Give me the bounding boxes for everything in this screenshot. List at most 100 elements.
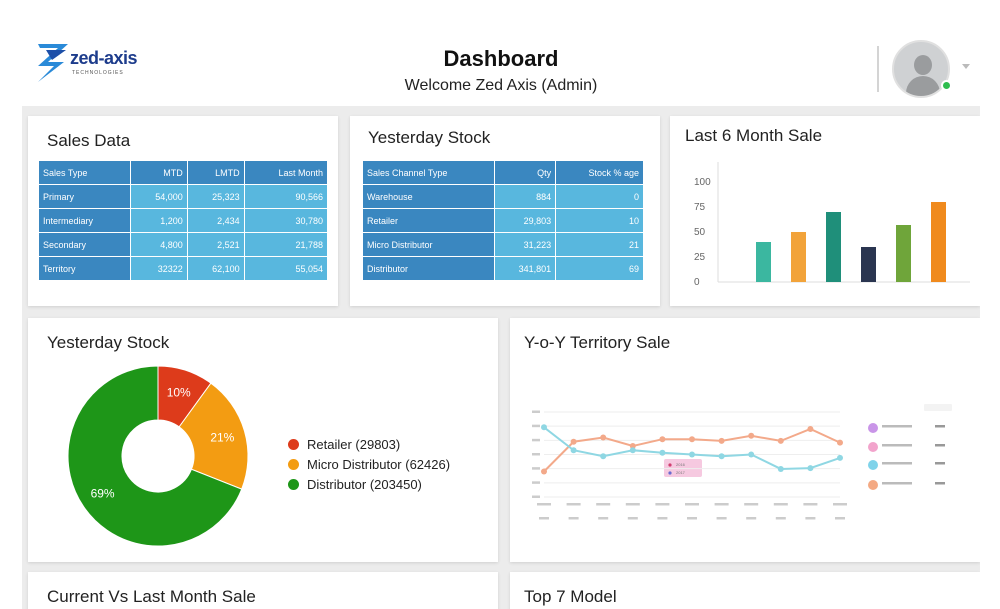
legend-label: Micro Distributor (62426): [307, 457, 451, 472]
data-point[interactable]: [629, 443, 636, 449]
x-tick-mark: [835, 517, 845, 520]
table-cell: 1,200: [129, 208, 188, 233]
data-point[interactable]: [807, 465, 814, 472]
donut-slice[interactable]: [178, 382, 249, 490]
column-header[interactable]: LMTD: [186, 160, 245, 185]
table-row: Primary 54,000 25,323 90,566: [38, 184, 329, 209]
y-tick-mark: [532, 410, 540, 413]
legend-dot-icon: [668, 463, 672, 467]
bar[interactable]: [896, 225, 911, 282]
legend-label-2017: 2017: [676, 470, 686, 475]
list-avatar-icon: [868, 480, 878, 490]
data-point[interactable]: [807, 426, 814, 432]
y-tick-mark: [532, 495, 540, 498]
last-6-month-sale-title: Last 6 Month Sale: [685, 126, 823, 145]
legend-item-retailer[interactable]: Retailer (29803): [288, 437, 400, 452]
data-point[interactable]: [777, 437, 784, 444]
data-point[interactable]: [718, 437, 725, 444]
data-point[interactable]: [659, 436, 666, 443]
data-point[interactable]: [689, 451, 695, 458]
data-point[interactable]: [600, 434, 607, 441]
data-point[interactable]: [748, 432, 755, 439]
column-header[interactable]: MTD: [129, 160, 188, 185]
legend-item-distributor[interactable]: Distributor (203450): [288, 477, 422, 492]
legend-item-micro-distributor[interactable]: Micro Distributor (62426): [288, 457, 450, 472]
list-item[interactable]: [882, 482, 912, 485]
legend-dot-icon: [288, 479, 299, 490]
data-point[interactable]: [600, 453, 607, 460]
y-tick-mark: [532, 481, 540, 484]
column-header[interactable]: Stock % age: [555, 160, 644, 185]
x-tick-mark: [598, 517, 609, 520]
table-cell: 29,803: [493, 208, 557, 233]
x-tick-mark: [596, 503, 611, 506]
column-header[interactable]: Sales Type: [38, 160, 131, 185]
top-right-filter-button[interactable]: [924, 404, 952, 411]
data-point[interactable]: [570, 447, 577, 454]
column-header[interactable]: Sales Channel Type: [362, 160, 495, 185]
list-item[interactable]: [882, 462, 912, 465]
x-tick-mark: [625, 503, 640, 506]
x-tick-mark: [744, 503, 759, 506]
data-point[interactable]: [541, 468, 547, 475]
list-item[interactable]: [882, 425, 912, 428]
bar[interactable]: [931, 202, 946, 282]
x-tick-mark: [716, 517, 727, 520]
zed-axis-logo-icon: [38, 44, 68, 82]
current-vs-last-month-title: Current Vs Last Month Sale: [47, 587, 256, 606]
x-tick-mark: [775, 517, 786, 520]
bar[interactable]: [756, 242, 771, 282]
table-cell: 2,521: [186, 232, 245, 257]
data-point[interactable]: [629, 447, 636, 454]
table-cell: Retailer: [362, 208, 495, 233]
legend-label: Distributor (203450): [307, 477, 422, 492]
x-tick-mark: [568, 517, 579, 520]
x-tick-mark: [746, 517, 757, 520]
y-tick-mark: [532, 438, 540, 442]
data-point[interactable]: [570, 438, 577, 445]
list-avatar-icon: [868, 442, 878, 452]
last-6-month-sale-chart: 100 75 50 25 0: [694, 162, 970, 288]
table-cell: Territory: [38, 256, 131, 281]
company-logo[interactable]: zed-axis TECHNOLOGIES: [34, 40, 144, 90]
list-value: [935, 482, 945, 485]
yesterday-stock-table-card: Yesterday Stock Sales Channel Type Qty S…: [350, 116, 660, 306]
data-point[interactable]: [777, 465, 784, 472]
y-tick-label: 25: [694, 252, 706, 263]
table-row: Warehouse 884 0: [362, 184, 644, 209]
legend-label: Retailer (29803): [307, 437, 401, 452]
column-header[interactable]: Last Month: [243, 160, 329, 185]
data-point[interactable]: [541, 424, 547, 431]
chevron-down-icon[interactable]: [962, 64, 970, 69]
data-point[interactable]: [837, 439, 843, 446]
legend-dot-icon: [288, 439, 299, 450]
yesterday-stock-table-title: Yesterday Stock: [368, 128, 491, 147]
data-point[interactable]: [689, 436, 695, 443]
table-row: Distributor 341,801 69: [362, 256, 644, 281]
slice-percent-label: 69%: [91, 487, 115, 501]
bar[interactable]: [791, 232, 806, 282]
bar[interactable]: [861, 247, 876, 282]
list-item[interactable]: [882, 444, 912, 447]
table-cell: 21,788: [243, 232, 329, 257]
legend-box: [664, 459, 702, 477]
user-avatar[interactable]: [892, 40, 950, 98]
data-point[interactable]: [718, 453, 725, 460]
slice-percent-label: 10%: [167, 385, 191, 399]
yesterday-stock-table: Sales Channel Type Qty Stock % age Wareh…: [362, 160, 644, 281]
current-vs-last-month-card: Current Vs Last Month Sale: [28, 572, 498, 609]
table-cell: Primary: [38, 184, 131, 209]
x-tick-mark: [539, 517, 549, 520]
bar[interactable]: [826, 212, 841, 282]
data-point[interactable]: [748, 451, 755, 458]
table-cell: 62,100: [186, 256, 245, 281]
y-tick-label: 0: [694, 277, 700, 288]
donut-slice[interactable]: [67, 365, 243, 547]
data-point[interactable]: [837, 454, 843, 461]
data-point[interactable]: [659, 449, 666, 456]
table-cell: 4,800: [129, 232, 188, 257]
table-cell: 54,000: [129, 184, 188, 209]
sales-data-table: Sales Type MTD LMTD Last Month Primary 5…: [38, 160, 329, 281]
legend-dot-icon: [668, 471, 672, 475]
column-header[interactable]: Qty: [493, 160, 557, 185]
